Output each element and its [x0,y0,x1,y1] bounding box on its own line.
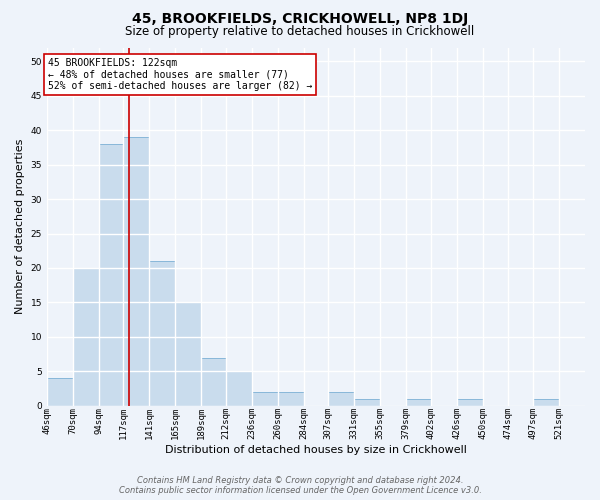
Bar [457,399,482,406]
Bar [175,302,201,406]
X-axis label: Distribution of detached houses by size in Crickhowell: Distribution of detached houses by size … [165,445,467,455]
Bar [328,392,354,406]
Text: Size of property relative to detached houses in Crickhowell: Size of property relative to detached ho… [125,25,475,38]
Bar [124,137,149,406]
Bar [252,392,278,406]
Text: Contains public sector information licensed under the Open Government Licence v3: Contains public sector information licen… [119,486,481,495]
Bar [201,358,226,406]
Bar [73,268,98,406]
Bar [533,399,559,406]
Text: 45 BROOKFIELDS: 122sqm
← 48% of detached houses are smaller (77)
52% of semi-det: 45 BROOKFIELDS: 122sqm ← 48% of detached… [48,58,313,91]
Bar [98,144,124,406]
Text: 45, BROOKFIELDS, CRICKHOWELL, NP8 1DJ: 45, BROOKFIELDS, CRICKHOWELL, NP8 1DJ [132,12,468,26]
Bar [278,392,304,406]
Bar [406,399,431,406]
Bar [47,378,73,406]
Y-axis label: Number of detached properties: Number of detached properties [15,139,25,314]
Bar [149,261,175,406]
Text: Contains HM Land Registry data © Crown copyright and database right 2024.: Contains HM Land Registry data © Crown c… [137,476,463,485]
Bar [354,399,380,406]
Bar [226,372,252,406]
